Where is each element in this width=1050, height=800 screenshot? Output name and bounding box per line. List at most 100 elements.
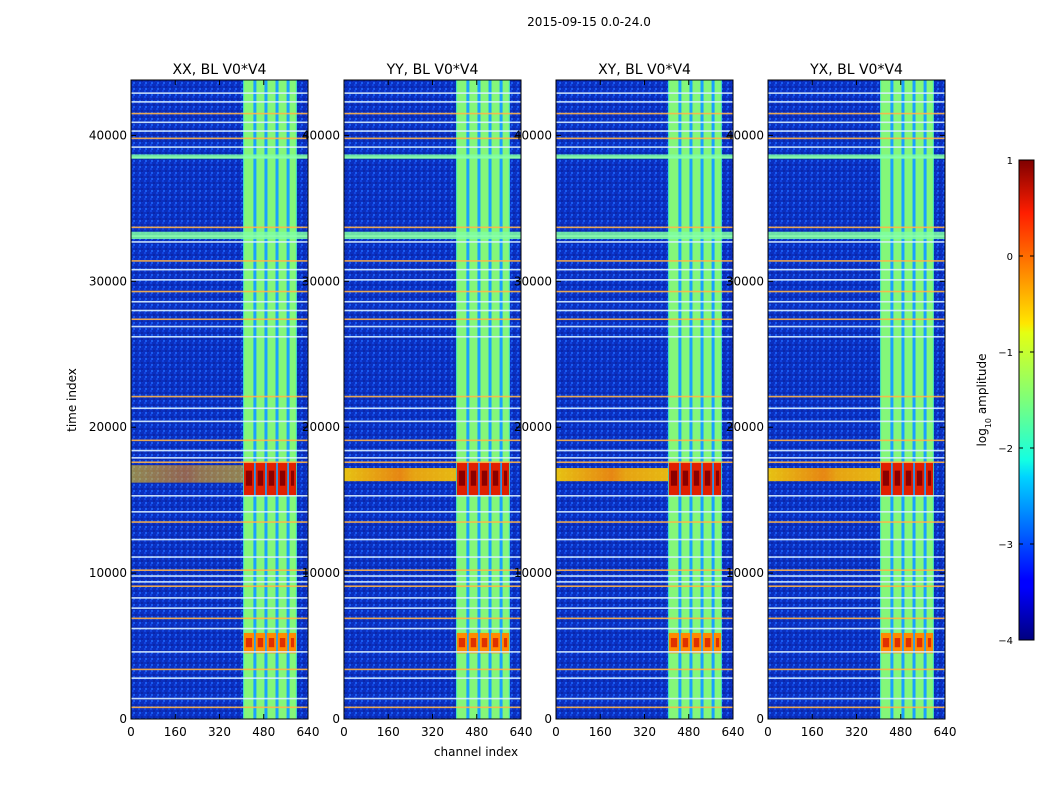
- y-tick-label: 20000: [89, 420, 127, 434]
- flagged-row: [131, 309, 308, 312]
- column-gap: [890, 80, 894, 719]
- column-gap: [678, 80, 682, 719]
- flagged-row: [768, 597, 945, 599]
- strong-block-core: [492, 638, 499, 648]
- flagged-band: [768, 154, 945, 159]
- y-tick-label: 0: [756, 712, 764, 726]
- flagged-row: [344, 260, 521, 262]
- flagged-row: [556, 268, 733, 271]
- flagged-row: [556, 146, 733, 148]
- colorbar-tick-label: −1: [998, 348, 1013, 359]
- y-tick-label: 20000: [302, 420, 340, 434]
- flagged-row: [556, 260, 733, 262]
- column-gap: [689, 80, 693, 719]
- flagged-band: [556, 231, 733, 240]
- x-tick-label: 640: [510, 725, 533, 739]
- heatmap-panel-4: YX, BL V0*V4 0 160 320 480 640 0 10000 20000 3000…: [726, 62, 957, 739]
- strong-block-core: [279, 470, 286, 486]
- flagged-row: [556, 538, 733, 541]
- flagged-row: [556, 137, 733, 140]
- y-tick-label: 30000: [514, 274, 552, 288]
- strong-block-core: [268, 470, 275, 486]
- flagged-row: [131, 597, 308, 599]
- strong-block-core: [268, 638, 275, 648]
- flagged-row: [556, 627, 733, 630]
- strong-block-core: [882, 470, 890, 486]
- flagged-row: [344, 556, 521, 558]
- hot-time-band: [131, 465, 244, 483]
- column-gap: [286, 80, 290, 719]
- flagged-row: [556, 617, 733, 620]
- strong-block-core: [279, 638, 286, 648]
- bright-column: [714, 80, 721, 719]
- strong-block-core: [458, 638, 466, 648]
- bright-column: [681, 80, 690, 719]
- flagged-row: [131, 461, 308, 464]
- x-tick-label: 0: [340, 725, 348, 739]
- flagged-row: [768, 137, 945, 140]
- bright-column: [244, 80, 254, 719]
- bright-column: [904, 80, 913, 719]
- flagged-row: [344, 607, 521, 609]
- flagged-row: [344, 457, 521, 459]
- colorbar-tick-label: −4: [998, 636, 1013, 647]
- flagged-row: [131, 268, 308, 271]
- x-tick-label: 160: [164, 725, 187, 739]
- colorbar-label-rest: amplitude: [975, 354, 989, 418]
- flagged-row: [344, 241, 521, 243]
- flagged-row: [131, 627, 308, 630]
- flagged-row: [344, 300, 521, 303]
- flagged-row: [344, 439, 521, 442]
- flagged-row: [768, 241, 945, 243]
- flagged-row: [131, 241, 308, 243]
- colorbar-gradient: [1018, 159, 1035, 641]
- y-tick-label: 40000: [302, 128, 340, 142]
- bright-column: [289, 80, 296, 719]
- flagged-band: [768, 231, 945, 240]
- x-axis-label: channel index: [434, 745, 518, 759]
- colorbar-tick-label: 1: [1007, 156, 1013, 167]
- flagged-row: [768, 325, 945, 328]
- flagged-row: [768, 92, 945, 94]
- strong-block-core: [470, 470, 477, 486]
- flagged-row: [768, 130, 945, 132]
- flagged-row: [131, 607, 308, 609]
- x-tick-label: 480: [252, 725, 275, 739]
- bright-column: [480, 80, 489, 719]
- flagged-row: [131, 290, 308, 293]
- flagged-band: [131, 231, 308, 240]
- flagged-row: [344, 121, 521, 124]
- flagged-row: [344, 494, 521, 497]
- bright-column: [469, 80, 478, 719]
- flagged-row: [768, 627, 945, 630]
- flagged-row: [344, 538, 521, 541]
- flagged-row: [344, 309, 521, 312]
- flagged-row: [344, 677, 521, 679]
- flagged-row: [556, 581, 733, 583]
- flagged-band: [556, 154, 733, 159]
- flagged-row: [556, 121, 733, 124]
- flagged-row: [344, 449, 521, 452]
- flagged-row: [344, 521, 521, 523]
- flagged-row: [768, 585, 945, 588]
- flagged-row: [768, 101, 945, 103]
- flagged-row: [556, 677, 733, 679]
- column-gap: [700, 80, 704, 719]
- flagged-row: [344, 569, 521, 571]
- flagged-row: [131, 697, 308, 700]
- flagged-row: [344, 697, 521, 700]
- flagged-row: [768, 668, 945, 671]
- flagged-row: [131, 279, 308, 281]
- flagged-row: [556, 439, 733, 442]
- y-tick-label: 30000: [302, 274, 340, 288]
- strong-block-core: [458, 470, 466, 486]
- flagged-row: [344, 420, 521, 423]
- flagged-row: [344, 268, 521, 271]
- flagged-row: [768, 651, 945, 653]
- flagged-row: [344, 597, 521, 599]
- x-tick-label: 480: [465, 725, 488, 739]
- flagged-row: [344, 101, 521, 103]
- flagged-row: [131, 420, 308, 423]
- strong-block-core: [894, 638, 901, 648]
